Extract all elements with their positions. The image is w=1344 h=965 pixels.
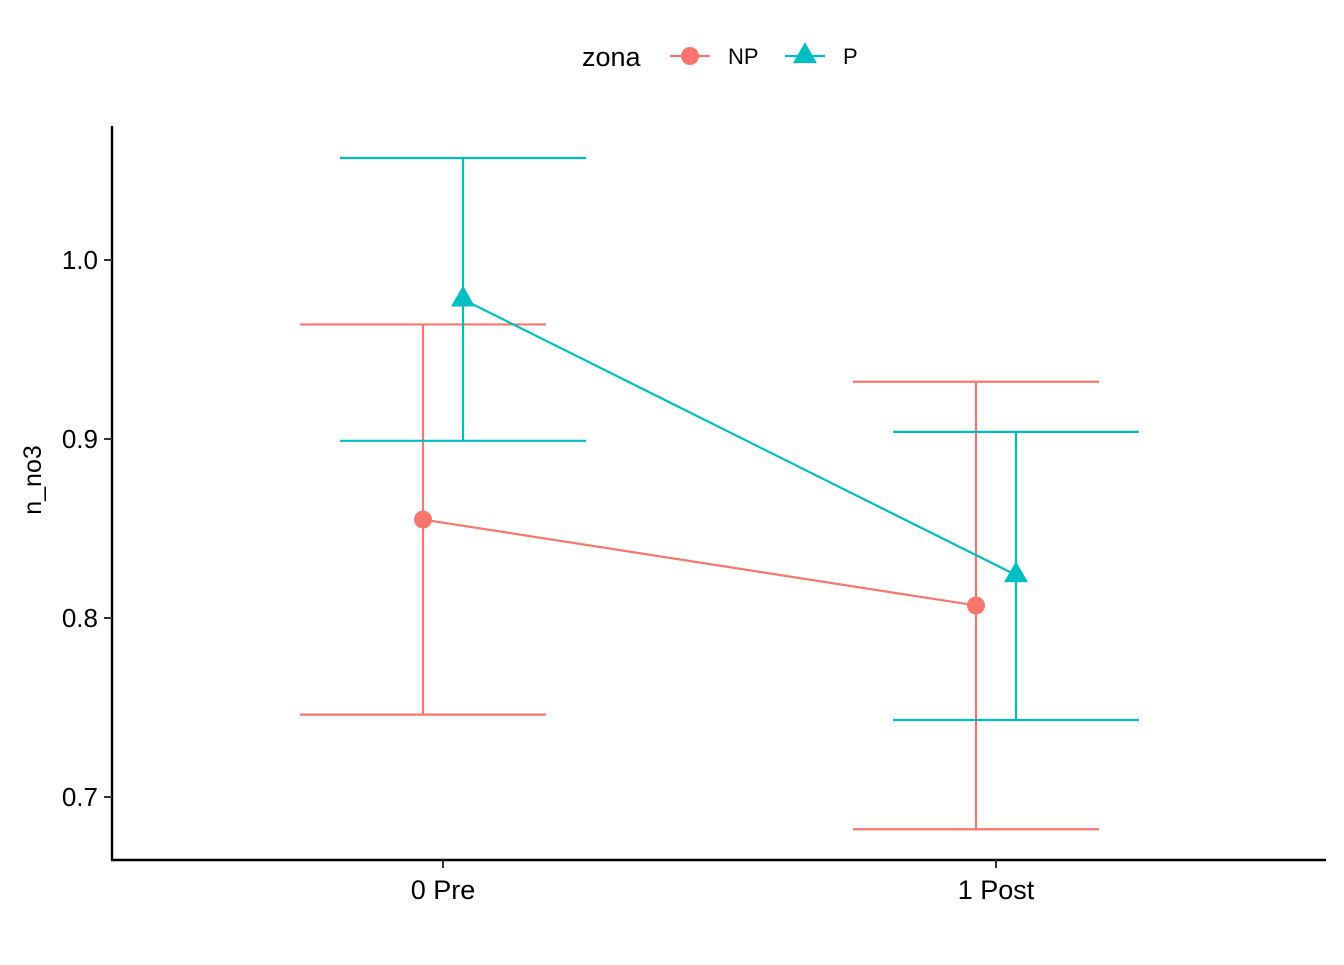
series-p (340, 156, 1139, 722)
legend-key-marker (793, 42, 817, 64)
y-tick-label: 1.0 (62, 245, 98, 275)
legend: zona NP P (582, 42, 858, 72)
y-tick-label: 0.9 (62, 424, 98, 454)
plot-area: 0.7 0.8 0.9 1.0 0 Pre 1 Post (62, 126, 1326, 905)
x-tick-label: 1 Post (958, 875, 1035, 905)
series-line (422, 518, 977, 607)
y-tick-label: 0.8 (62, 603, 98, 633)
x-tick-label: 0 Pre (411, 875, 476, 905)
data-point (451, 285, 475, 307)
legend-entry-p: P (785, 42, 858, 69)
series-line (462, 298, 1017, 577)
data-point (1004, 561, 1028, 583)
legend-key-marker (681, 47, 699, 65)
legend-entry-np: NP (670, 44, 759, 69)
series-np (300, 323, 1099, 831)
y-axis-label: n_no3 (19, 445, 47, 515)
data-point (414, 510, 432, 529)
data-point (967, 596, 985, 615)
legend-label: NP (728, 44, 759, 69)
y-tick-label: 0.7 (62, 782, 98, 812)
legend-title: zona (582, 42, 642, 72)
legend-label: P (843, 44, 858, 69)
